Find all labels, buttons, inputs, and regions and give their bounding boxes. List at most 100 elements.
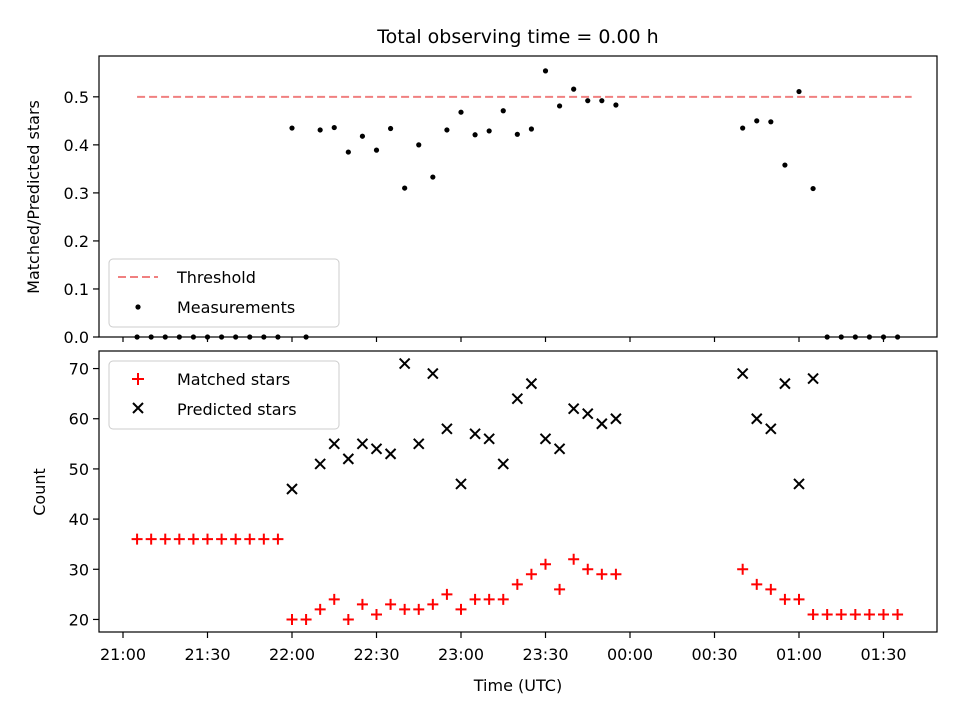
measurement-point xyxy=(444,127,450,133)
bottom-x-tick-label: 21:00 xyxy=(100,645,146,664)
legend-matched-label: Matched stars xyxy=(177,370,290,389)
bottom-y-tick-label: 30 xyxy=(69,560,89,579)
predicted-star-points xyxy=(286,357,819,495)
matched-star-point xyxy=(258,533,270,545)
matched-star-point xyxy=(441,588,453,600)
matched-star-point xyxy=(765,583,777,595)
matched-star-point xyxy=(878,608,889,620)
measurement-point xyxy=(387,125,394,132)
matched-star-point xyxy=(863,608,875,620)
predicted-star-point xyxy=(483,433,495,445)
measurement-point xyxy=(556,103,563,109)
legend-threshold-label: Threshold xyxy=(176,268,256,287)
predicted-star-point xyxy=(582,408,594,420)
matched-star-point xyxy=(751,578,763,590)
measurement-point xyxy=(345,149,351,155)
measurement-point xyxy=(571,86,577,92)
matched-star-point xyxy=(582,563,594,575)
matched-star-point xyxy=(737,563,749,575)
predicted-star-point xyxy=(610,413,622,425)
measurement-point xyxy=(500,108,506,114)
top-y-tick-label: 0.4 xyxy=(64,136,89,155)
predicted-star-point xyxy=(314,458,326,470)
measurement-point xyxy=(458,109,464,115)
measurement-point xyxy=(810,185,816,192)
matched-star-point xyxy=(216,533,228,545)
predicted-star-point xyxy=(567,402,580,415)
legend-predicted-label: Predicted stars xyxy=(177,400,297,419)
matched-star-point xyxy=(230,533,242,545)
matched-star-point xyxy=(849,608,861,620)
predicted-star-point xyxy=(553,443,566,455)
matched-star-point xyxy=(483,593,495,605)
matched-star-points xyxy=(131,533,904,625)
measurement-point xyxy=(754,118,760,124)
matched-star-point xyxy=(807,608,819,620)
top-y-tick-label: 0.0 xyxy=(64,328,89,347)
bottom-x-tick-label: 22:30 xyxy=(353,645,399,664)
bottom-x-tick-label: 01:30 xyxy=(860,645,906,664)
matched-star-point xyxy=(272,533,284,545)
matched-star-point xyxy=(540,558,551,570)
legend-measurements-label: Measurements xyxy=(177,298,295,317)
measurement-point xyxy=(373,147,380,153)
bottom-y-tick-label: 50 xyxy=(69,460,89,479)
matched-star-point xyxy=(356,598,368,610)
bottom-plot-frame xyxy=(98,350,938,633)
bottom-x-tick-label: 23:30 xyxy=(522,645,568,664)
bottom-y-tick-label: 70 xyxy=(69,360,89,379)
predicted-star-point xyxy=(751,413,763,425)
measurement-point xyxy=(528,126,535,132)
predicted-star-point xyxy=(525,377,538,390)
matched-star-point xyxy=(469,593,481,605)
measurement-point xyxy=(768,119,774,125)
bottom-legend: Matched stars Predicted stars xyxy=(108,360,340,430)
bottom-x-ticks: 21:00 21:30 22:00 22:30 23:00 23:30 00:00 00:30… xyxy=(100,632,907,664)
bottom-y-tick-label: 20 xyxy=(69,610,89,629)
measurement-point xyxy=(740,125,746,131)
predicted-star-point xyxy=(779,377,791,390)
matched-star-point xyxy=(455,603,467,615)
measurement-point xyxy=(416,142,422,148)
predicted-star-point xyxy=(497,458,509,470)
matched-star-point xyxy=(300,613,312,625)
matched-star-point xyxy=(286,613,298,625)
predicted-star-point xyxy=(427,367,439,380)
measurement-point xyxy=(796,88,802,95)
bottom-x-tick-label: 00:30 xyxy=(691,645,737,664)
top-y-ticks: 0.0 0.1 0.2 0.3 0.4 0.5 xyxy=(64,88,99,347)
measurement-point xyxy=(430,174,436,180)
matched-star-point xyxy=(131,533,143,545)
measurement-point xyxy=(317,127,323,133)
predicted-star-point xyxy=(596,418,608,430)
measurement-point xyxy=(613,102,619,108)
top-y-tick-label: 0.3 xyxy=(64,184,89,203)
predicted-star-point xyxy=(384,448,397,460)
predicted-star-point xyxy=(286,483,298,495)
predicted-star-point xyxy=(736,367,749,380)
measurement-point xyxy=(542,68,549,74)
matched-star-point xyxy=(821,608,833,620)
predicted-star-point xyxy=(469,428,481,440)
matched-star-point xyxy=(371,608,382,620)
measurement-point xyxy=(359,133,366,139)
matched-star-point xyxy=(145,533,157,545)
matched-star-point xyxy=(511,578,523,590)
matched-star-point xyxy=(497,593,509,605)
top-y-tick-label: 0.1 xyxy=(64,280,89,299)
predicted-star-point xyxy=(511,392,524,405)
measurement-point xyxy=(289,125,295,131)
predicted-star-point xyxy=(356,438,369,450)
legend-predicted-swatch xyxy=(132,402,144,414)
predicted-star-point xyxy=(793,478,805,490)
legend-measurements-swatch xyxy=(135,304,141,310)
bottom-x-tick-label: 21:30 xyxy=(184,645,230,664)
predicted-star-point xyxy=(441,423,453,435)
measurement-point xyxy=(599,98,605,104)
bottom-x-tick-label: 00:00 xyxy=(607,645,653,664)
matched-star-point xyxy=(173,533,185,545)
matched-star-point xyxy=(385,598,397,610)
measurement-point xyxy=(486,128,492,134)
matched-star-point xyxy=(244,533,256,545)
